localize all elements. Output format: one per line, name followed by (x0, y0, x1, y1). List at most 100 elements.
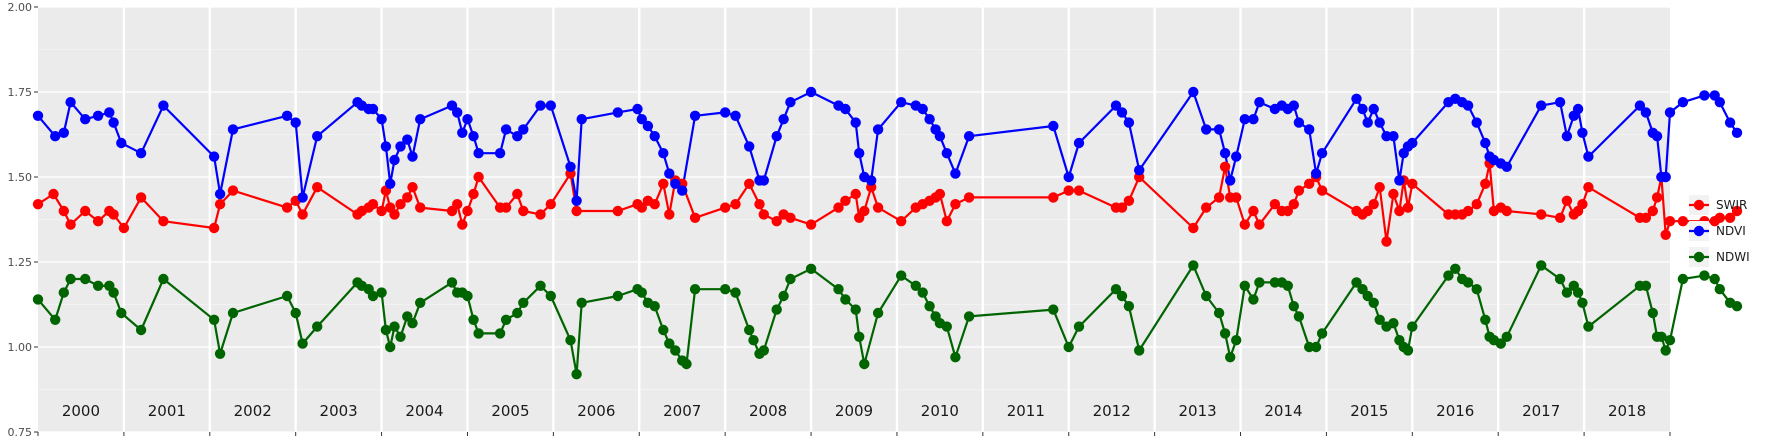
year-label: 2013 (1178, 402, 1216, 420)
ndvi-point (415, 114, 426, 125)
ndwi-point (720, 284, 731, 295)
ndvi-point (1388, 131, 1399, 142)
swir-point (48, 188, 59, 200)
swir-point (1293, 185, 1305, 196)
ndwi-point (1048, 304, 1059, 315)
ndvi-point (1134, 165, 1145, 176)
ndwi-point (367, 290, 379, 302)
ndvi-point (1664, 107, 1676, 118)
year-label: 2001 (148, 402, 186, 420)
ndwi-point (58, 287, 69, 298)
swir-point (1048, 192, 1059, 203)
ndvi-point (1554, 97, 1566, 108)
swir-point (785, 212, 796, 223)
ndvi-point (494, 148, 506, 159)
ndvi-point (1634, 100, 1646, 111)
ndwi-point (689, 284, 701, 295)
ndwi-point (636, 287, 647, 298)
swir-point (1288, 199, 1300, 210)
ndvi-point (1293, 117, 1305, 128)
ndvi-point (664, 168, 675, 179)
ndwi-point (1282, 280, 1294, 291)
ndvi-point (535, 100, 546, 111)
swir-point (118, 222, 130, 234)
ndwi-point (158, 273, 169, 285)
ndvi-point (457, 127, 468, 138)
swir-point (415, 202, 426, 213)
year-labels: 2000 2001 2002 2003 2004 2005 2006 2007 2008 2009… (62, 402, 1646, 420)
ndvi-point (1394, 175, 1405, 186)
swir-point (1239, 219, 1251, 230)
ndvi-point (1239, 114, 1251, 125)
ndwi-point (1219, 328, 1231, 339)
ndwi-point (446, 277, 458, 288)
swir-point (32, 199, 44, 210)
swir-point (158, 216, 169, 227)
ndwi-point (1714, 284, 1726, 295)
swir-point (896, 216, 907, 227)
ndvi-point (950, 168, 961, 179)
ndwi-point (854, 331, 865, 342)
swir-point (1677, 216, 1689, 227)
ndvi-point (758, 175, 769, 186)
ndvi-point (1351, 93, 1362, 105)
swir-point (1583, 182, 1594, 193)
swir-point (1480, 178, 1491, 189)
ndvi-point (65, 97, 76, 108)
ndvi-point (1048, 120, 1059, 132)
ndwi-point (1471, 284, 1482, 295)
ndwi-point (1248, 294, 1259, 305)
ndvi-point (290, 117, 301, 128)
ndvi-point (658, 148, 669, 159)
ndvi-point (1501, 161, 1513, 172)
swir-point (720, 202, 731, 213)
ndvi-point (934, 131, 946, 142)
ndwi-point (376, 287, 387, 298)
y-tick-label: 0.75 (8, 426, 33, 439)
ndwi-point (92, 280, 104, 291)
ndwi-point (462, 290, 473, 302)
year-label: 2014 (1264, 402, 1302, 420)
swir-point (1536, 209, 1547, 220)
ndwi-point (1647, 307, 1659, 319)
ndwi-point (576, 297, 587, 308)
ndwi-point (415, 297, 426, 308)
ndwi-point (385, 341, 396, 353)
ndwi-point (805, 263, 817, 274)
swir-point (950, 199, 961, 210)
swir-point (689, 212, 701, 223)
ndvi-point (649, 131, 660, 142)
ndwi-point (1368, 297, 1379, 308)
legend-ndvi-marker (1693, 225, 1705, 237)
ndvi-point (1362, 117, 1373, 128)
ndwi-point (135, 324, 147, 336)
legend-ndwi-label: NDWI (1716, 250, 1750, 264)
ndvi-point (1651, 131, 1663, 142)
swir-point (1651, 192, 1663, 203)
ndwi-point (1443, 270, 1454, 281)
ndwi-point (116, 307, 127, 319)
ndvi-point (670, 178, 681, 189)
ndwi-point (1450, 263, 1461, 274)
ndwi-point (670, 345, 681, 356)
swir-point (754, 199, 765, 210)
swir-point (108, 209, 119, 220)
ndwi-point (1213, 307, 1225, 319)
ndwi-point (395, 331, 406, 342)
swir-point (1407, 178, 1418, 189)
ndvi-point (208, 151, 220, 162)
ndvi-point (1480, 137, 1491, 149)
swir-point (367, 199, 379, 210)
swir-point (214, 199, 226, 210)
swir-point (805, 219, 817, 230)
ndwi-point (1254, 277, 1265, 288)
ndwi-point (758, 345, 769, 356)
y-tick-label: 1.25 (8, 256, 33, 269)
ndwi-point (1239, 280, 1251, 291)
ndwi-point (1554, 273, 1566, 285)
ndvi-point (1288, 100, 1300, 111)
ndvi-point (785, 97, 796, 108)
ndwi-point (1351, 277, 1362, 288)
ndvi-point (576, 114, 587, 125)
swir-point (771, 216, 782, 227)
